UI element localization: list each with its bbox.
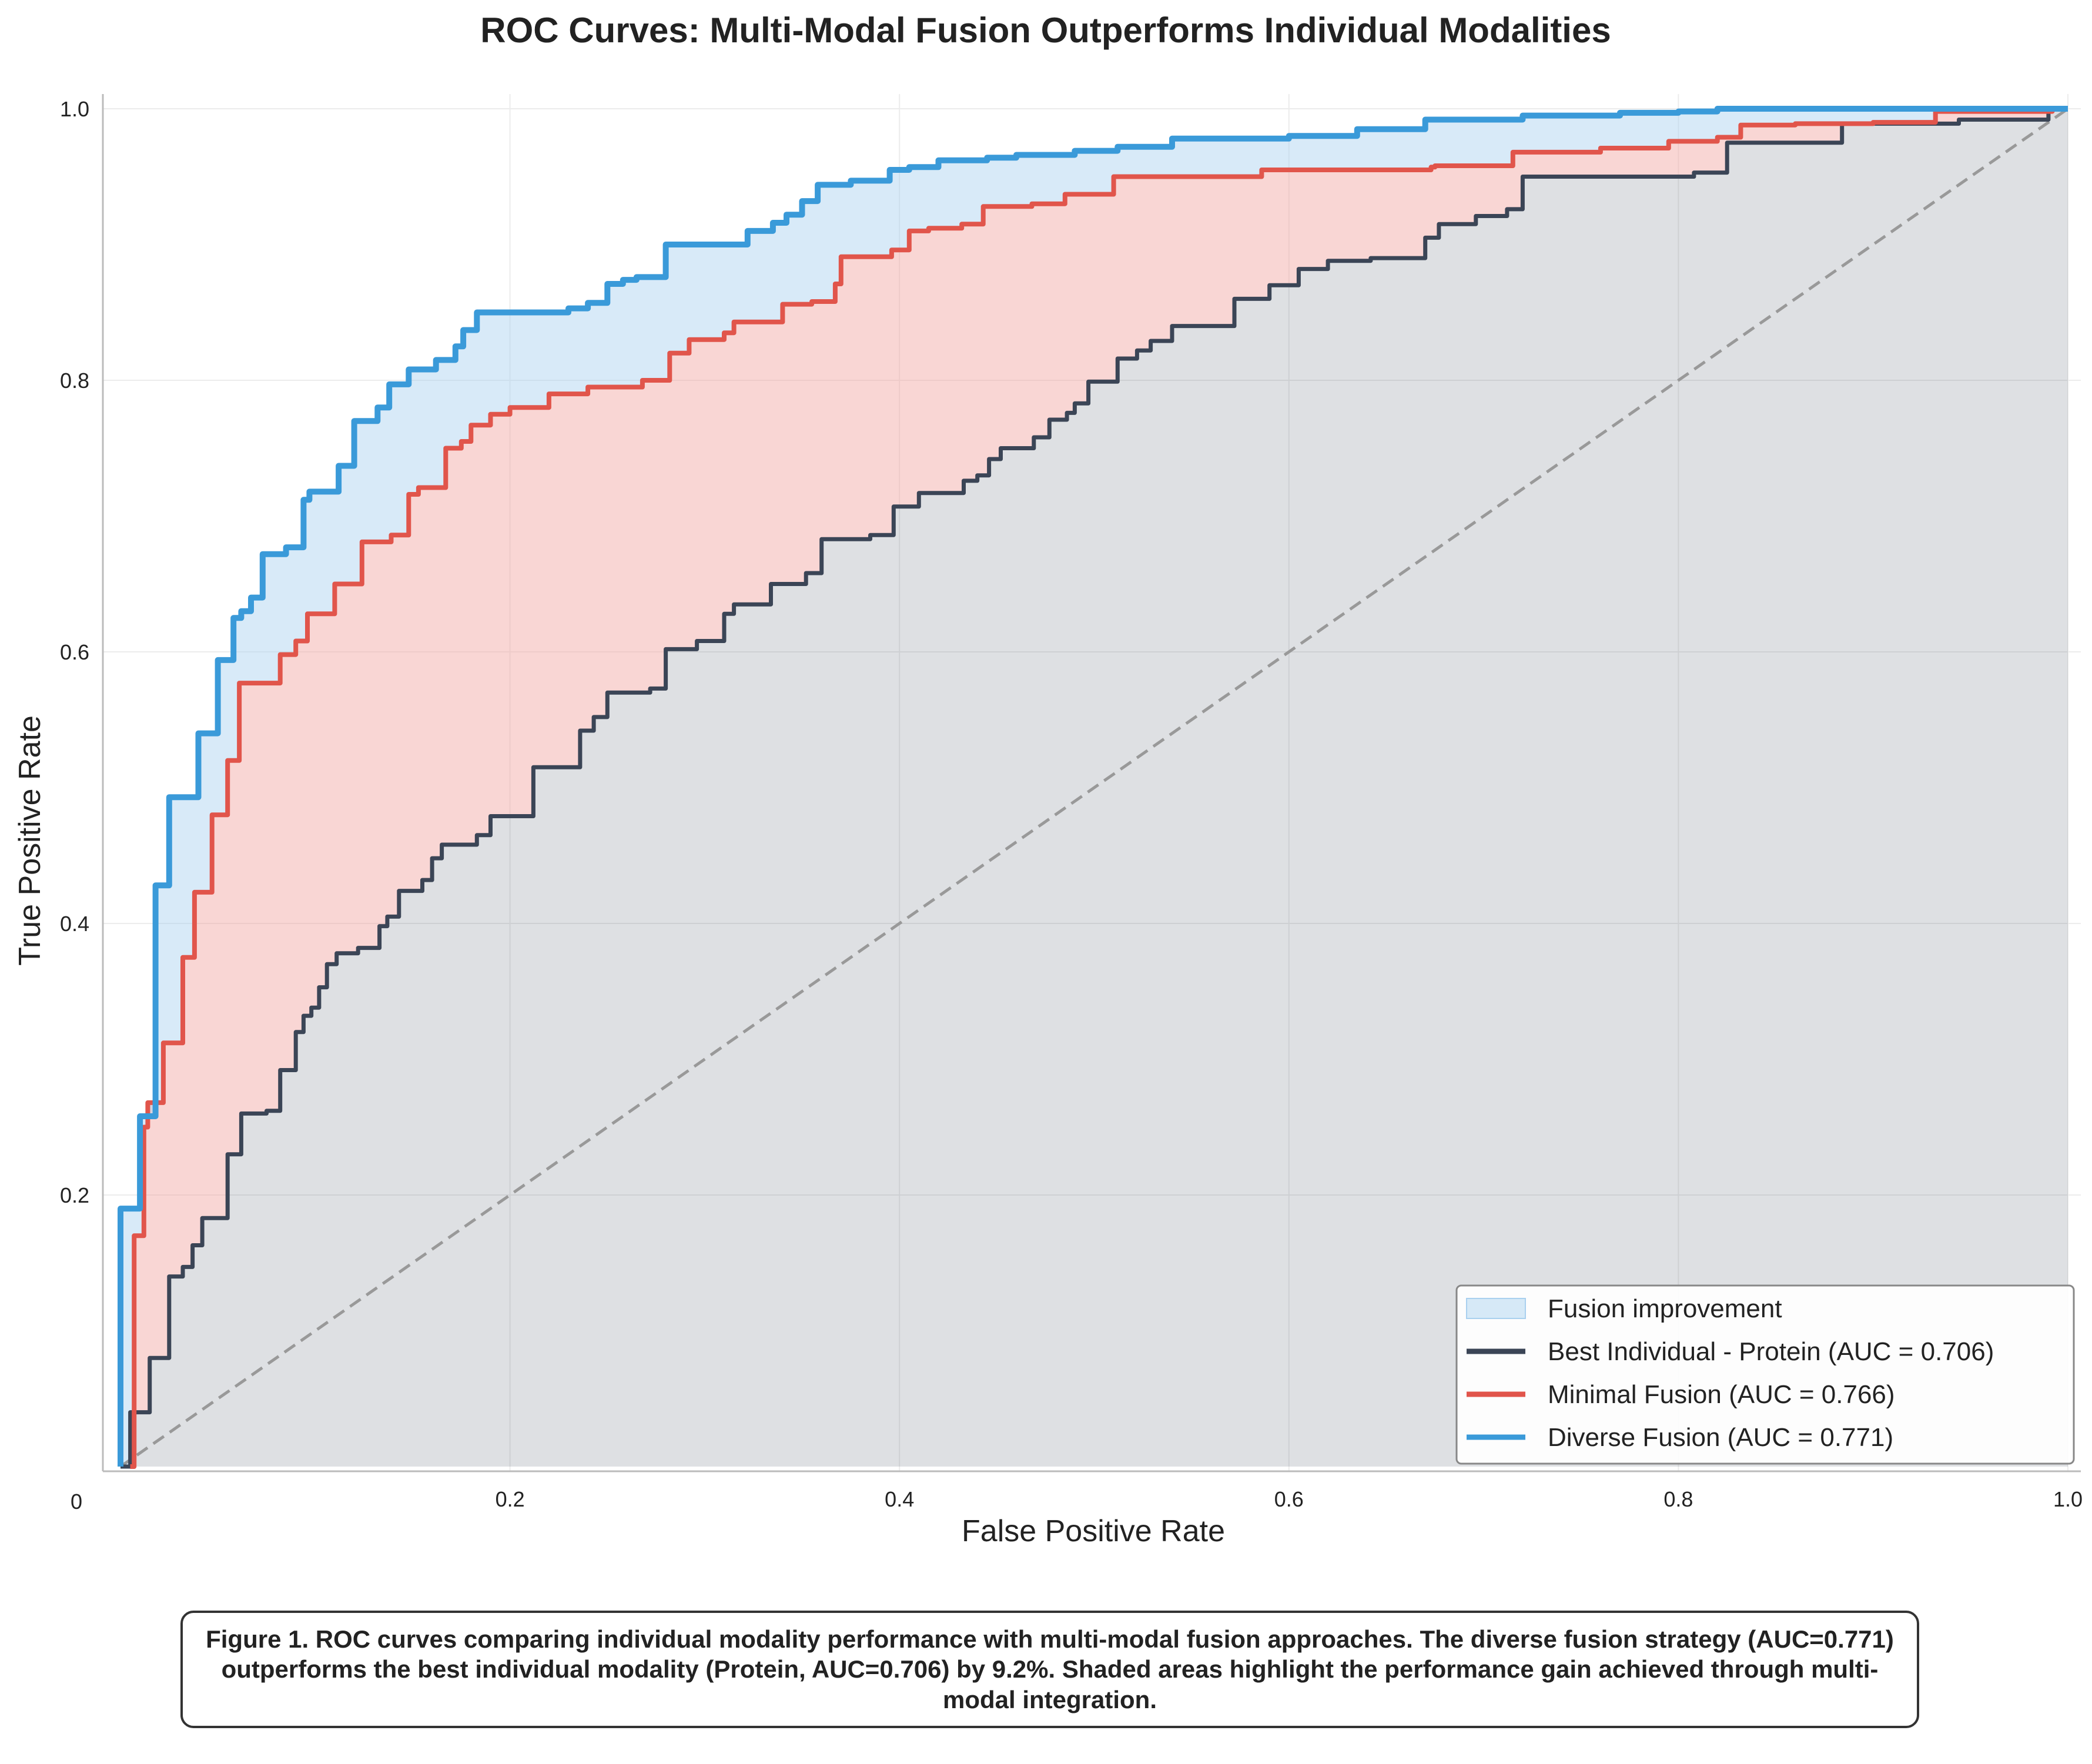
roc-chart: ROC Curves: Multi-Modal Fusion Outperfor… — [13, 11, 2083, 1548]
legend: Fusion improvement Best Individual - Prot… — [1455, 1284, 2075, 1465]
minimal-fusion-gain-area — [121, 109, 2068, 1467]
legend-label: Best Individual - Protein (AUC = 0.706) — [1548, 1337, 1994, 1366]
legend-label: Fusion improvement — [1548, 1294, 1782, 1323]
origin-tick-label: 0 — [71, 1489, 82, 1514]
x-tick-label: 0.4 — [885, 1487, 914, 1511]
axes — [102, 94, 2081, 1472]
y-tick-label: 0.4 — [60, 912, 89, 936]
minimal-fusion-line — [130, 106, 2068, 1469]
best-individual-protein-line — [121, 106, 2068, 1469]
y-tick-label: 0.8 — [60, 369, 89, 393]
figure-caption: Figure 1. ROC curves comparing individua… — [180, 1611, 1919, 1728]
x-tick-label: 0.6 — [1274, 1487, 1304, 1511]
x-axis-label: False Positive Rate — [962, 1514, 1225, 1548]
x-tick-label: 0.2 — [496, 1487, 525, 1511]
diverse-fusion-line — [118, 106, 2068, 1467]
legend-label: Diverse Fusion (AUC = 0.771) — [1548, 1423, 1893, 1452]
legend-item: Minimal Fusion (AUC = 0.766) — [1467, 1380, 1895, 1409]
chart-title: ROC Curves: Multi-Modal Fusion Outperfor… — [480, 11, 1611, 50]
legend-frame — [1455, 1284, 2075, 1465]
y-axis-label: True Positive Rate — [13, 715, 47, 966]
tick-labels: 0.2 0.4 0.6 0.8 1.0 0.2 0.4 0.6 0.8 1.0 0 — [60, 97, 2083, 1514]
x-tick-label: 0.8 — [1663, 1487, 1693, 1511]
y-tick-label: 0.2 — [60, 1183, 89, 1207]
roc-curves — [118, 106, 2068, 1469]
legend-label: Minimal Fusion (AUC = 0.766) — [1548, 1380, 1895, 1409]
chance-diagonal-line — [119, 107, 2069, 1468]
y-tick-label: 0.6 — [60, 640, 89, 664]
legend-swatch — [1466, 1298, 1526, 1319]
y-tick-label: 1.0 — [60, 97, 89, 121]
legend-item: Diverse Fusion (AUC = 0.771) — [1467, 1423, 1893, 1452]
legend-item: Fusion improvement — [1466, 1294, 1782, 1323]
x-tick-label: 1.0 — [2053, 1487, 2083, 1511]
plot-area: 0.2 0.4 0.6 0.8 1.0 0.2 0.4 0.6 0.8 1.0 0 — [60, 94, 2083, 1514]
legend-item: Best Individual - Protein (AUC = 0.706) — [1467, 1337, 1994, 1366]
